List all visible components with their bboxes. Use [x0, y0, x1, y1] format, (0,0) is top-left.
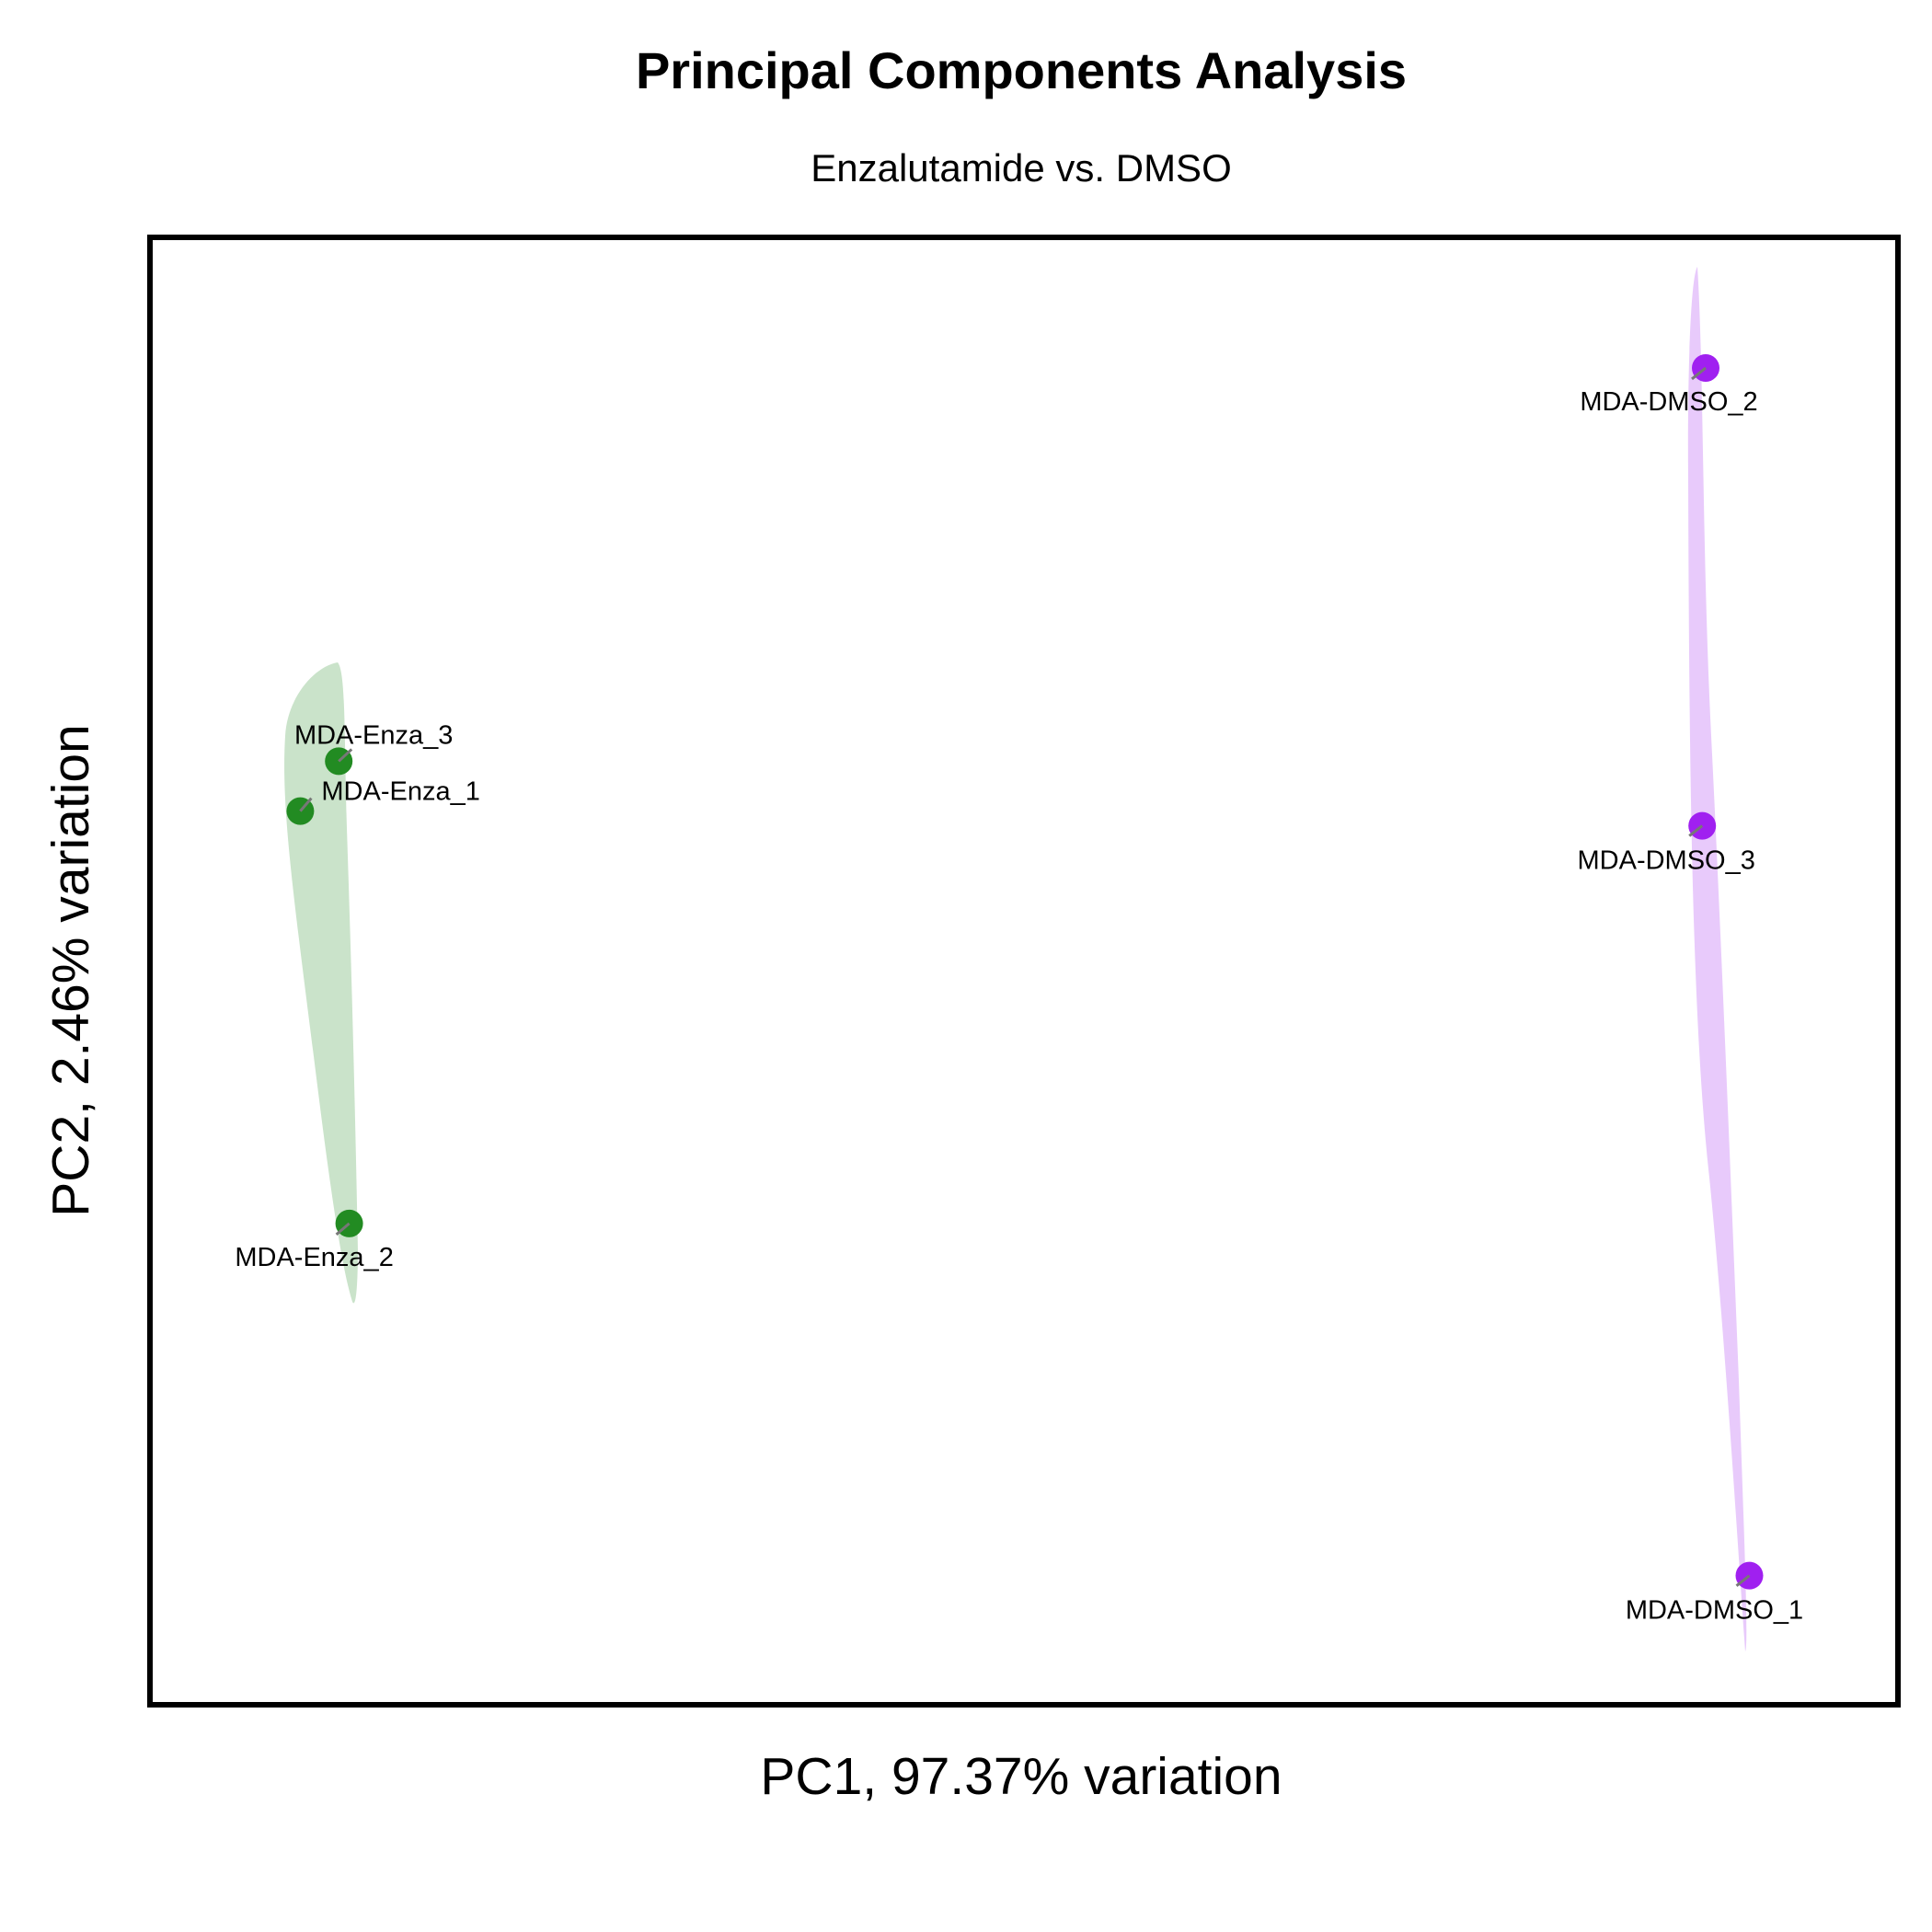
- y-axis-label: PC2, 2.46% variation: [41, 724, 100, 1216]
- point-labels: MDA-Enza_1 MDA-Enza_2 MDA-Enza_3 MDA-DMSO_1…: [235, 366, 1803, 1626]
- chart-subtitle: Enzalutamide vs. DMSO: [811, 146, 1232, 190]
- data-points: [286, 353, 1764, 1590]
- group-ellipse-1: [1687, 267, 1747, 1651]
- point-label-MDA-DMSO_3: MDA-DMSO_3: [1578, 846, 1755, 876]
- group-ellipses: [284, 267, 1747, 1651]
- x-axis-label: PC1, 97.37% variation: [760, 1747, 1282, 1806]
- label-connector-MDA-Enza_1: [299, 797, 313, 812]
- label-connector-MDA-DMSO_1: [1735, 1574, 1751, 1587]
- label-connector-MDA-DMSO_3: [1688, 824, 1704, 837]
- point-label-MDA-Enza_2: MDA-Enza_2: [235, 1243, 393, 1272]
- label-connector-MDA-DMSO_2: [1691, 366, 1707, 381]
- point-label-MDA-Enza_1: MDA-Enza_1: [321, 777, 479, 807]
- chart-title: Principal Components Analysis: [636, 41, 1407, 99]
- label-connector-MDA-Enza_3: [338, 748, 353, 763]
- point-label-MDA-DMSO_1: MDA-DMSO_1: [1626, 1596, 1803, 1626]
- point-label-MDA-DMSO_2: MDA-DMSO_2: [1580, 387, 1757, 417]
- point-label-MDA-Enza_3: MDA-Enza_3: [294, 720, 453, 750]
- plot-frame: [147, 235, 1901, 1708]
- label-connector-MDA-Enza_2: [335, 1222, 351, 1236]
